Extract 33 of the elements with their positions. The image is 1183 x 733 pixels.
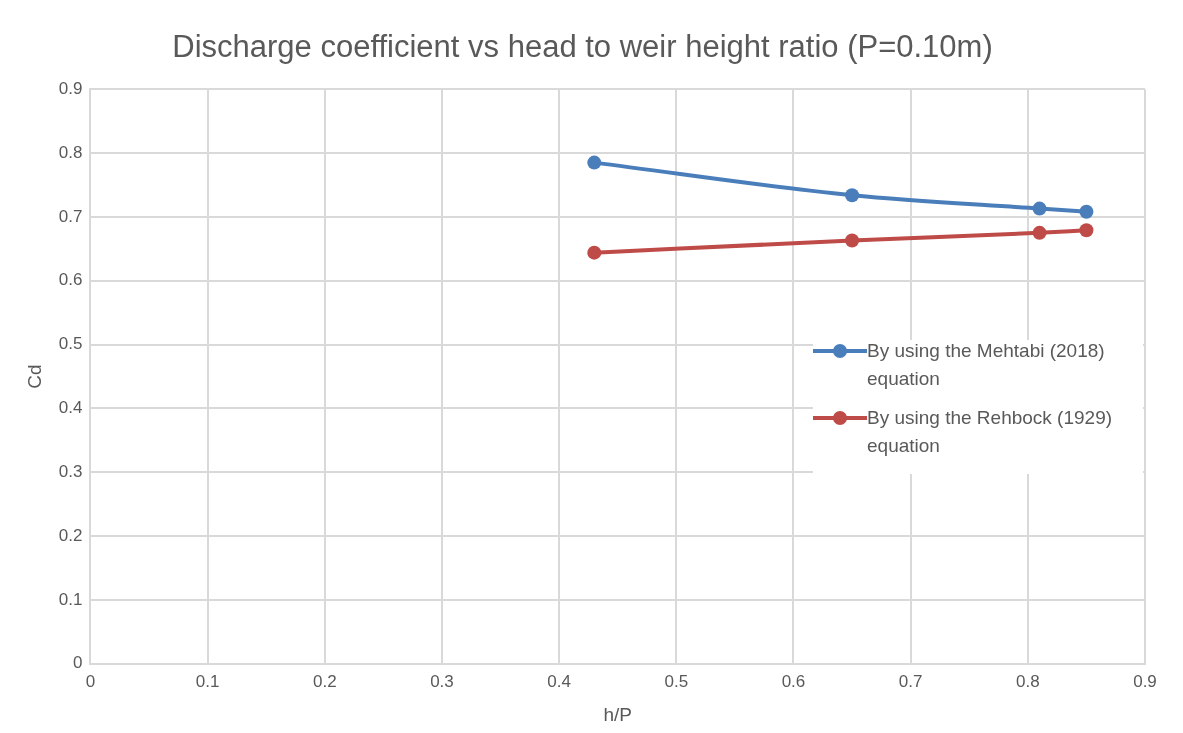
x-tick-label: 0.8 [1016, 671, 1040, 691]
y-tick-label: 0.6 [58, 270, 83, 290]
y-tick-label: 0.7 [58, 206, 83, 226]
point [587, 245, 602, 260]
x-tick-label: 0 [85, 671, 96, 691]
point [587, 155, 602, 170]
x-tick-label: 0.6 [781, 671, 806, 691]
x-tick-label: 0.3 [430, 671, 454, 691]
point [845, 188, 860, 203]
point [845, 233, 860, 248]
y-axis-title: Cd [23, 364, 45, 389]
legend-label: By using the Rehbock (1929) equation [867, 406, 1114, 458]
y-tick-label: 0.9 [58, 78, 83, 98]
x-tick-label: 0.1 [195, 671, 220, 691]
y-tick-label: 0.8 [58, 142, 83, 162]
chart-title: Discharge coefficient vs head to weir height ratio (P=0.10m) [172, 29, 993, 65]
x-axis-title: h/P [603, 703, 632, 725]
y-tick-label: 0.1 [58, 589, 83, 609]
point [1079, 223, 1094, 238]
point [1079, 204, 1094, 219]
x-tick-label: 0.4 [547, 671, 571, 691]
y-tick-label: 0 [72, 653, 83, 673]
x-tick-label: 0.9 [1133, 671, 1157, 691]
y-tick-label: 0.2 [58, 525, 83, 545]
legend-label: By using the Mehtabi (2018) equation [867, 339, 1106, 391]
x-tick-label: 0.5 [664, 671, 689, 691]
x-tick-label: 0.2 [312, 671, 337, 691]
y-tick-label: 0.4 [58, 398, 83, 418]
point [1032, 201, 1047, 216]
y-tick-label: 0.3 [58, 461, 83, 481]
point [1032, 225, 1047, 240]
y-tick-label: 0.5 [58, 334, 83, 354]
x-tick-label: 0.7 [898, 671, 923, 691]
